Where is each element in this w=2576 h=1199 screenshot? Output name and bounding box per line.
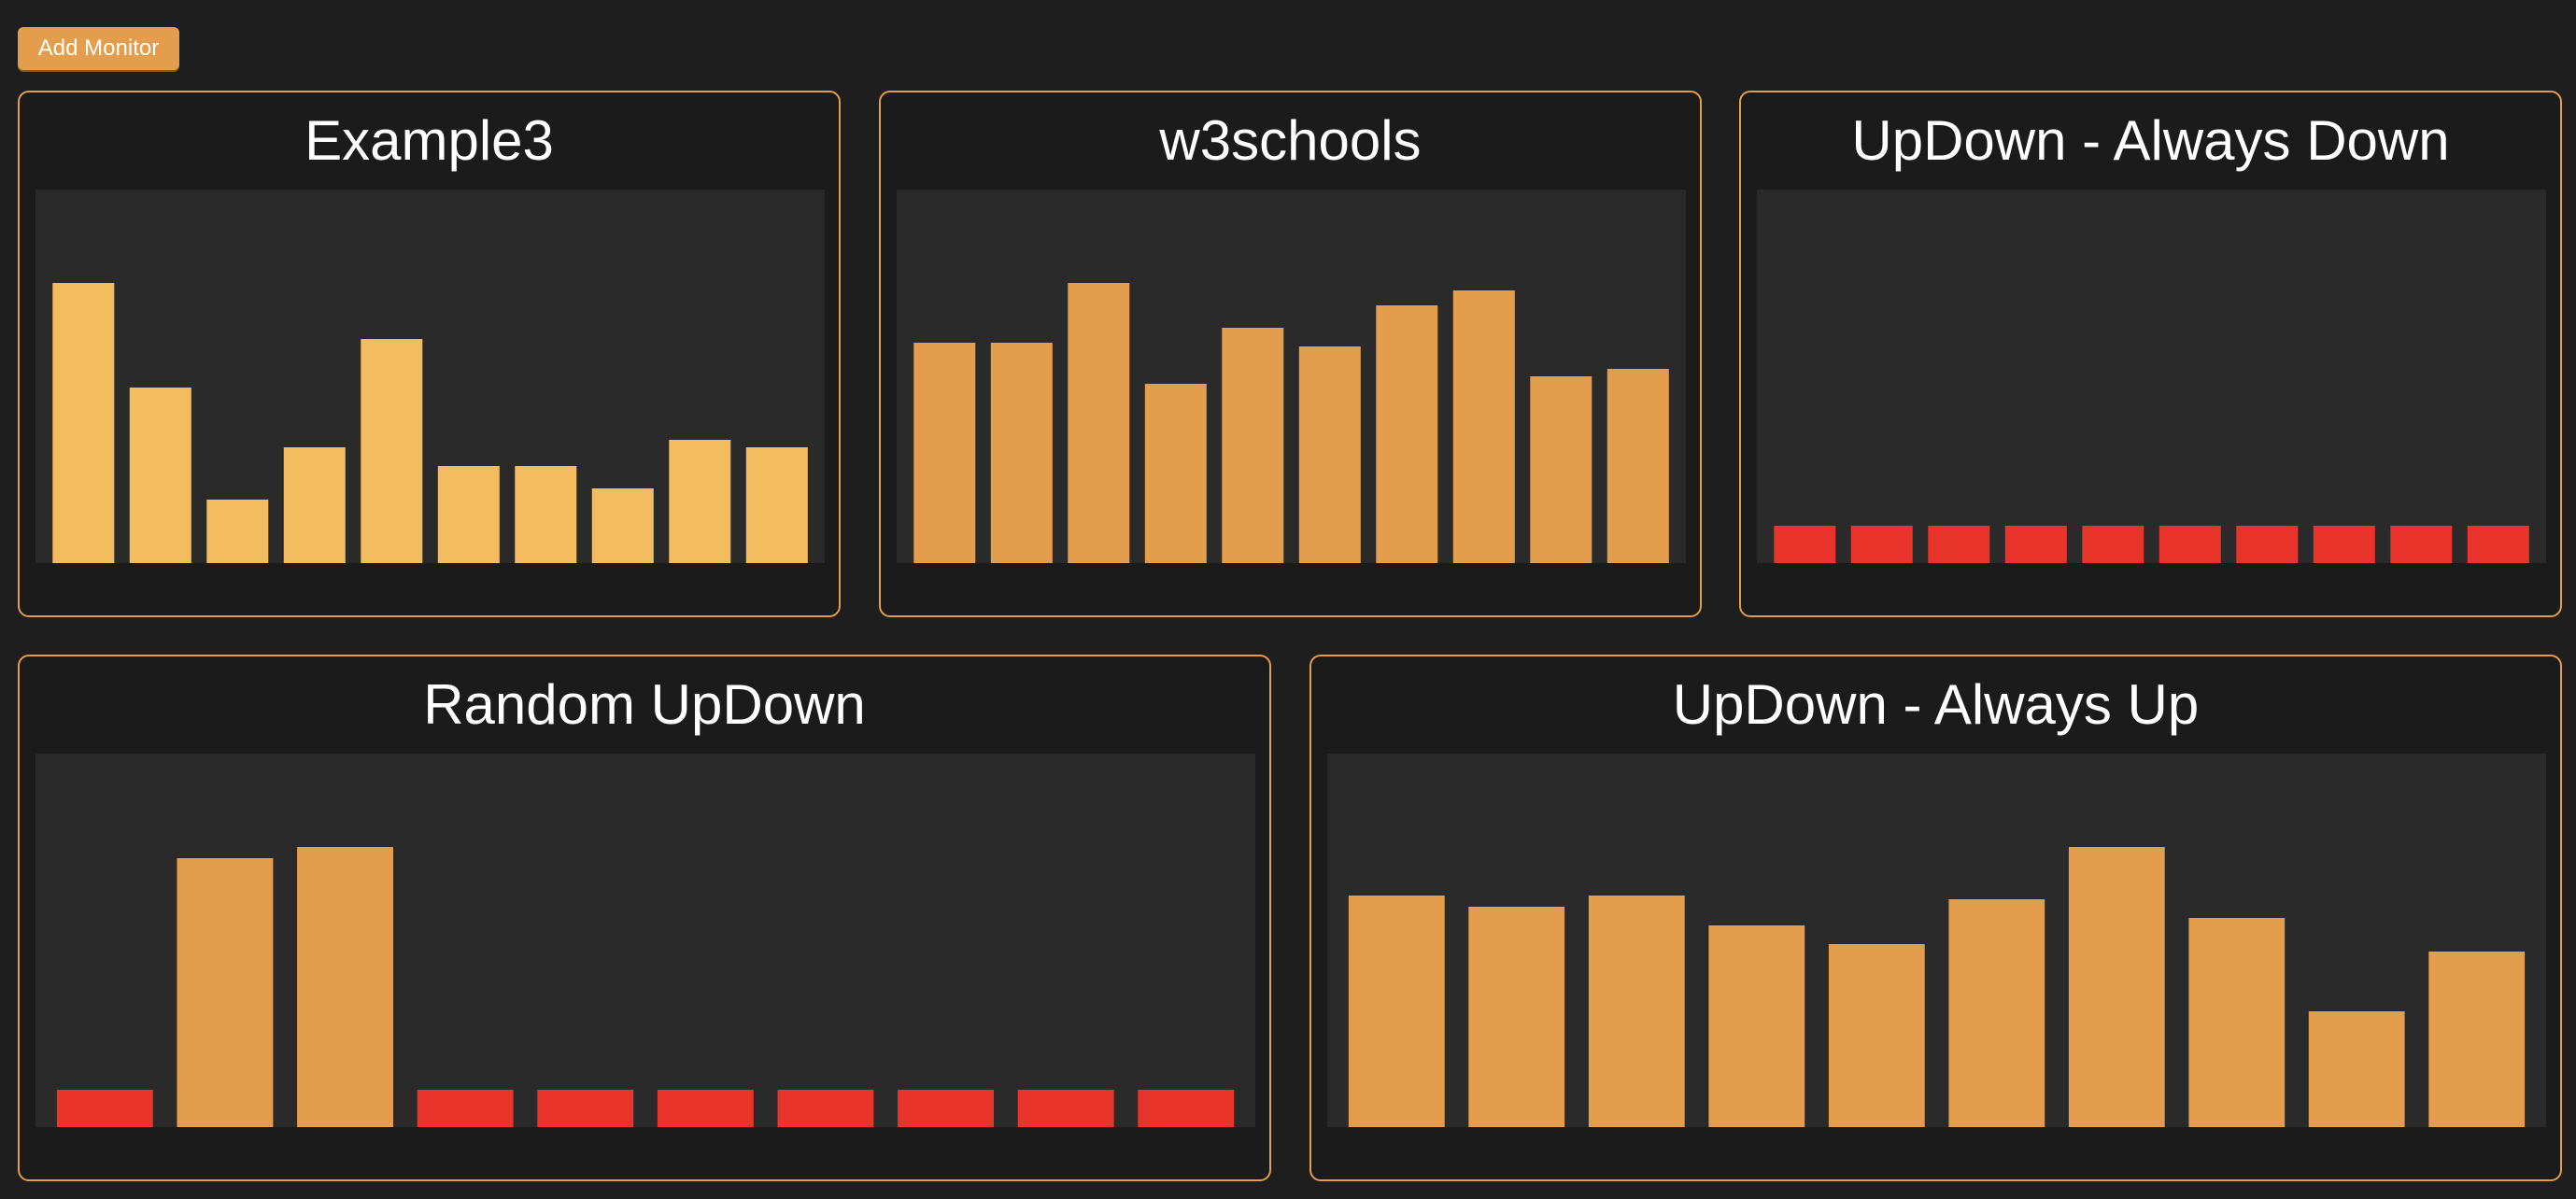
status-bar-down bbox=[2313, 526, 2375, 563]
status-bar-up bbox=[2068, 847, 2165, 1127]
monitor-chart bbox=[35, 754, 1255, 1127]
status-bar-up bbox=[1376, 305, 1438, 563]
chart-background bbox=[1757, 190, 2546, 563]
status-bar-down bbox=[56, 1090, 153, 1127]
status-bar-up bbox=[1068, 283, 1130, 563]
status-bar-up bbox=[669, 440, 731, 563]
status-bar-up bbox=[990, 343, 1053, 563]
status-bar-down bbox=[1017, 1090, 1114, 1127]
status-bar-up bbox=[1948, 899, 2045, 1127]
status-bar-down bbox=[2236, 526, 2299, 563]
status-bar-down bbox=[2082, 526, 2144, 563]
monitor-title: Random UpDown bbox=[423, 673, 866, 736]
status-bar-up bbox=[206, 500, 269, 563]
monitor-panel-w3schools: w3schools bbox=[879, 91, 1702, 617]
status-bar-up bbox=[2308, 1011, 2405, 1127]
monitor-chart bbox=[35, 190, 825, 563]
monitor-panel-example3: Example3 bbox=[18, 91, 841, 617]
status-bar-down bbox=[898, 1090, 994, 1127]
status-bar-up bbox=[283, 447, 346, 563]
status-bar-down bbox=[1850, 526, 1913, 563]
status-bar-down bbox=[1928, 526, 1990, 563]
status-bar-up bbox=[177, 858, 274, 1127]
monitor-title: w3schools bbox=[1159, 109, 1422, 172]
status-bar-up bbox=[2188, 918, 2286, 1127]
status-bar-up bbox=[745, 447, 808, 563]
add-monitor-button[interactable]: Add Monitor bbox=[18, 27, 179, 70]
status-bar-up bbox=[129, 388, 191, 563]
status-bar-down bbox=[2004, 526, 2067, 563]
status-bar-up bbox=[1530, 376, 1592, 563]
status-bar-down bbox=[1774, 526, 1836, 563]
monitor-panel-updown-always-down: UpDown - Always Down bbox=[1739, 91, 2562, 617]
status-bar-down bbox=[2467, 526, 2529, 563]
status-bar-up bbox=[1144, 384, 1207, 563]
monitor-chart bbox=[897, 190, 1686, 563]
status-bar-up bbox=[591, 488, 654, 563]
status-bar-down bbox=[537, 1090, 634, 1127]
status-bar-up bbox=[1588, 896, 1685, 1127]
monitor-title: UpDown - Always Up bbox=[1672, 673, 2200, 736]
status-bar-up bbox=[297, 847, 393, 1127]
status-bar-up bbox=[2428, 952, 2526, 1127]
status-bar-up bbox=[913, 343, 976, 563]
status-bar-up bbox=[515, 466, 577, 563]
status-bar-down bbox=[777, 1090, 874, 1127]
status-bar-down bbox=[417, 1090, 514, 1127]
status-bar-down bbox=[1138, 1090, 1235, 1127]
monitor-title: Example3 bbox=[304, 109, 554, 172]
status-bar-up bbox=[1348, 896, 1445, 1127]
status-bar-down bbox=[2158, 526, 2221, 563]
status-bar-down bbox=[2390, 526, 2453, 563]
status-bar-up bbox=[1828, 944, 1925, 1127]
status-bar-up bbox=[361, 339, 423, 563]
status-bar-up bbox=[1468, 907, 1565, 1127]
status-bar-up bbox=[1222, 328, 1284, 563]
status-bar-up bbox=[1708, 925, 1805, 1127]
monitor-panel-updown-always-up: UpDown - Always Up bbox=[1309, 655, 2562, 1181]
monitor-panel-random-updown: Random UpDown bbox=[18, 655, 1271, 1181]
status-bar-up bbox=[1298, 346, 1361, 563]
monitor-chart bbox=[1757, 190, 2546, 563]
status-bar-up bbox=[1606, 369, 1669, 563]
status-bar-up bbox=[1452, 290, 1515, 563]
monitor-title: UpDown - Always Down bbox=[1851, 109, 2450, 172]
monitor-chart bbox=[1327, 754, 2546, 1127]
status-bar-up bbox=[437, 466, 500, 563]
status-bar-up bbox=[52, 283, 115, 563]
status-bar-down bbox=[657, 1090, 754, 1127]
